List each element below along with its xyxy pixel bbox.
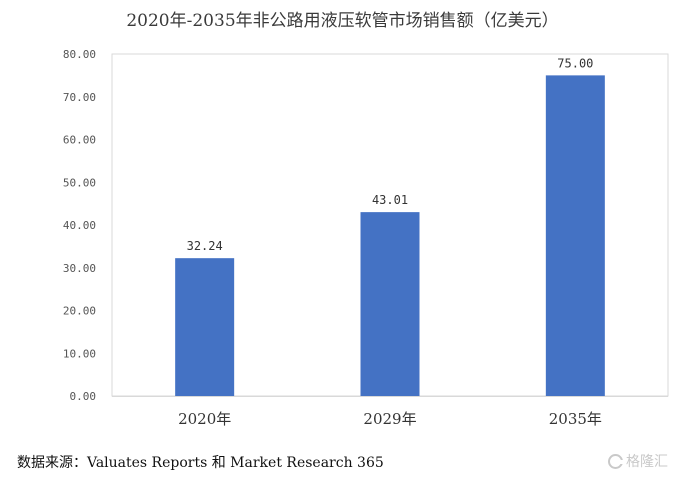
data-label: 32.24 bbox=[187, 239, 223, 253]
watermark-text: 格隆汇 bbox=[626, 454, 668, 470]
bars bbox=[175, 75, 605, 396]
y-tick-label: 20.00 bbox=[63, 305, 96, 318]
x-tick-label: 2035年 bbox=[549, 410, 602, 428]
data-label: 75.00 bbox=[557, 56, 593, 70]
y-axis: 0.00 10.00 20.00 30.00 40.00 50.00 60.00 70.00 8… bbox=[63, 48, 96, 403]
y-tick-label: 40.00 bbox=[63, 219, 96, 232]
y-tick-label: 70.00 bbox=[63, 91, 96, 104]
value-labels: 32.24 43.01 75.00 bbox=[187, 56, 594, 253]
watermark: 格隆汇 bbox=[608, 451, 668, 471]
bar bbox=[175, 258, 235, 396]
y-tick-label: 80.00 bbox=[63, 48, 96, 61]
bar bbox=[360, 212, 420, 396]
chart-title: 2020年-2035年非公路用液压软管市场销售额（亿美元） bbox=[126, 11, 559, 31]
data-label: 43.01 bbox=[372, 193, 408, 207]
y-tick-label: 60.00 bbox=[63, 134, 96, 147]
x-tick-label: 2029年 bbox=[363, 410, 416, 428]
logo-g-icon bbox=[608, 453, 623, 469]
y-tick-label: 50.00 bbox=[63, 176, 96, 189]
x-tick-label: 2020年 bbox=[178, 410, 231, 428]
x-axis: 2020年 2029年 2035年 bbox=[178, 410, 602, 428]
y-tick-label: 10.00 bbox=[63, 347, 96, 360]
y-tick-label: 30.00 bbox=[63, 262, 96, 275]
source-note: 数据来源：Valuates Reports 和 Market Research … bbox=[17, 455, 384, 471]
bar bbox=[545, 75, 605, 396]
y-tick-label: 0.00 bbox=[70, 390, 97, 403]
